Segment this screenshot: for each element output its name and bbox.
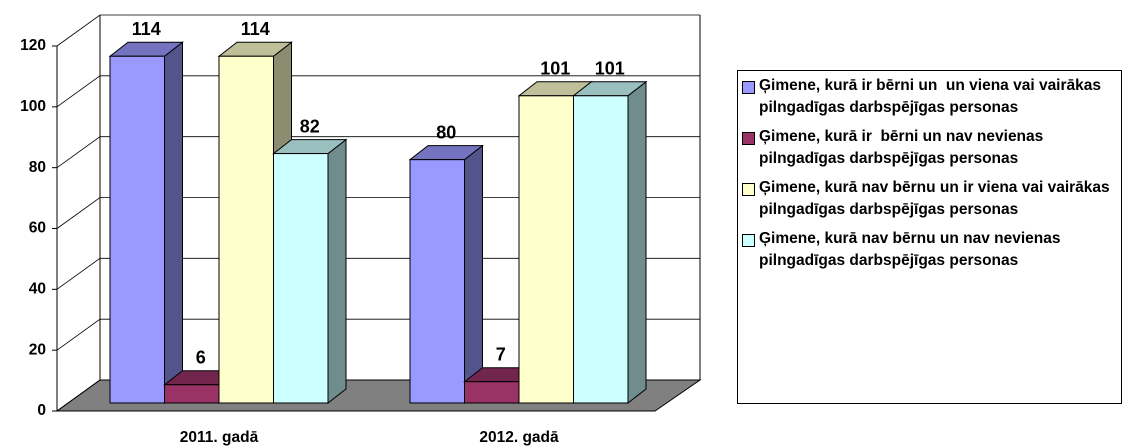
- legend-entry: Ģimene, kurā ir bērni un un viena vai va…: [742, 75, 1117, 119]
- legend-swatch: [742, 81, 755, 94]
- y-tick-label: 100: [20, 98, 46, 115]
- legend-swatch: [742, 132, 755, 145]
- bar: [273, 153, 329, 404]
- y-tick-label: 80: [29, 159, 46, 176]
- legend-swatch: [742, 234, 755, 247]
- data-label: 101: [595, 59, 625, 79]
- bar: [518, 95, 574, 404]
- legend-entry: Ģimene, kurā ir bērni un nav nevienas pi…: [742, 126, 1117, 170]
- legend: Ģimene, kurā ir bērni un un viena vai va…: [737, 70, 1122, 404]
- bar-side: [327, 138, 347, 405]
- grid-line: [56, 75, 700, 108]
- bar: [218, 55, 274, 404]
- y-tick-label: 60: [29, 220, 46, 237]
- bar: [464, 381, 520, 404]
- data-label: 82: [300, 116, 320, 136]
- grid-line: [56, 318, 700, 351]
- grid-line: [56, 257, 700, 290]
- legend-swatch: [742, 183, 755, 196]
- legend-label: Ģimene, kurā ir bērni un un viena vai va…: [759, 77, 1106, 116]
- data-label: 101: [540, 59, 570, 79]
- bar: [164, 384, 220, 404]
- legend-label: Ģimene, kurā ir bērni un nav nevienas pi…: [759, 128, 1048, 167]
- legend-label: Ģimene, kurā nav bērnu un ir viena vai v…: [759, 179, 1114, 218]
- data-label: 6: [196, 348, 206, 368]
- data-label: 7: [496, 344, 506, 364]
- x-tick-label: 2011. gadā: [180, 429, 259, 446]
- data-label: 80: [436, 122, 456, 142]
- data-label: 114: [241, 19, 270, 39]
- bar: [573, 95, 629, 404]
- legend-label: Ģimene, kurā nav bērnu un nav nevienas p…: [759, 230, 1065, 269]
- grid-line: [56, 197, 700, 229]
- grid-line: [56, 136, 700, 168]
- data-label: 114: [132, 19, 161, 39]
- bar-side: [627, 80, 647, 405]
- bar: [109, 55, 165, 404]
- bar: [409, 159, 465, 404]
- grid-line: [56, 14, 700, 47]
- y-tick-label: 120: [20, 37, 46, 54]
- y-tick-label: 20: [29, 341, 46, 358]
- legend-entry: Ģimene, kurā nav bērnu un ir viena vai v…: [742, 177, 1117, 221]
- y-tick-label: 40: [29, 280, 46, 297]
- legend-entry: Ģimene, kurā nav bērnu un nav nevienas p…: [742, 228, 1117, 272]
- x-tick-label: 2012. gadā: [479, 429, 559, 446]
- bar-side: [164, 41, 183, 405]
- bar-side: [464, 144, 483, 405]
- y-tick-label: 0: [37, 402, 46, 419]
